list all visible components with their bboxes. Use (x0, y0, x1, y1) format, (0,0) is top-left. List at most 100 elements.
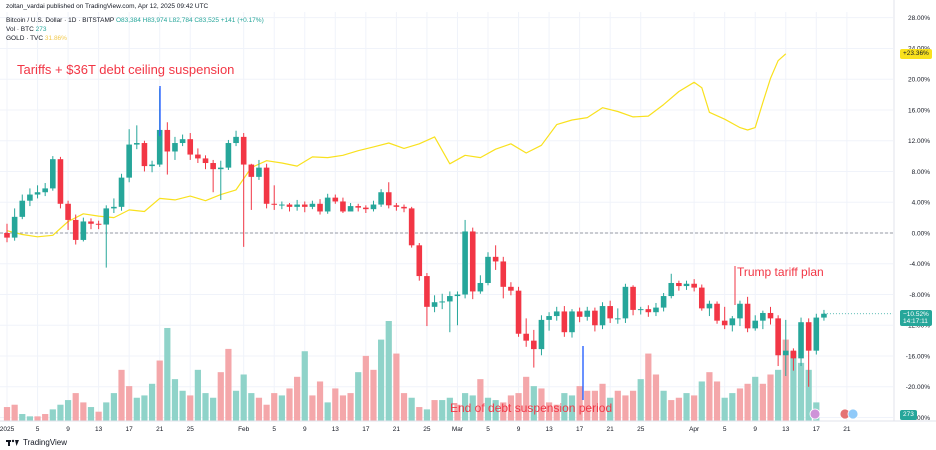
x-tick-label: 25 (423, 426, 431, 433)
candle-body (706, 303, 713, 309)
symbol-name: Bitcoin / U.S. Dollar · 1D · BITSTAMP (6, 17, 115, 24)
candle-body (553, 311, 560, 317)
candle-body (523, 333, 529, 341)
volume-bar (294, 376, 301, 421)
volume-value: 273 (35, 26, 47, 33)
candle (248, 163, 255, 210)
volume-bar (57, 404, 64, 421)
volume-bar (423, 409, 431, 421)
candle-body (782, 350, 789, 356)
candle-body (698, 287, 705, 309)
candle (584, 306, 591, 321)
y-tick-label: 12.00% (908, 138, 930, 145)
candle (286, 203, 293, 212)
candle-body (737, 303, 743, 319)
price-axis[interactable]: 28.00%24.00%20.00%16.00%12.00%8.00%4.00%… (893, 0, 930, 422)
volume-bar (118, 369, 125, 421)
volume-bars (3, 321, 820, 421)
volume-bar (187, 395, 194, 421)
candle-body (72, 219, 79, 240)
volume-bar (645, 353, 652, 421)
candle-body (645, 309, 652, 313)
ohlc-values: O83,384 H83,974 L82,784 C83,525 +141 (+0… (115, 17, 264, 24)
candle-body (88, 221, 94, 224)
candle-body (462, 231, 468, 295)
candle-body (271, 203, 278, 205)
volume-bar (347, 393, 354, 421)
annotation-tariffs[interactable]: Tariffs + $36T debt ceiling suspension (17, 62, 235, 77)
gold-legend[interactable]: GOLD · TVC 31.86% (6, 35, 67, 42)
candle (500, 256, 507, 299)
tradingview-brand[interactable]: TradingView (6, 438, 67, 447)
candle-body (775, 318, 781, 356)
x-tick-label: 5 (36, 426, 40, 433)
candle-body (469, 231, 476, 292)
candle (691, 279, 697, 292)
volume-bar (744, 383, 751, 421)
volume-bar (729, 393, 736, 421)
candle-body (821, 313, 827, 318)
candle-body (691, 283, 697, 288)
candle (737, 300, 743, 327)
volume-bar (72, 393, 79, 421)
volume-bar (332, 388, 339, 421)
volume-bar (545, 402, 553, 421)
candle (363, 205, 369, 214)
flag-icon (847, 408, 859, 420)
candle (324, 193, 331, 214)
candle (317, 199, 323, 215)
btc-last-value: −10.52% (903, 311, 929, 318)
volume-bar (378, 339, 385, 421)
candle-body (103, 208, 110, 225)
candle-body (172, 143, 178, 152)
candle-body (416, 245, 423, 277)
time-axis[interactable]: 2025 5 9 13 17 21 25 Feb 5 9 13 17 21 25 Mar 5 9 13 17 21 25… (0, 420, 936, 433)
candle-body (477, 282, 484, 292)
candle-body (27, 194, 33, 201)
gold-last-value-tag: +23.36% (900, 49, 932, 59)
candle-body (660, 296, 667, 308)
volume-bar (339, 395, 347, 421)
volume-bar (431, 400, 438, 421)
volume-bar (34, 416, 41, 421)
btc-last-value-tag: −10.52% 14:17:11 (900, 310, 932, 326)
volume-bar (660, 390, 667, 421)
volume-bar (141, 395, 148, 421)
candle (172, 136, 178, 160)
volume-bar (530, 386, 537, 421)
y-tick-label: -24.00% (906, 415, 930, 422)
candle-body (233, 136, 239, 144)
annotation-trump-tariff[interactable]: Trump tariff plan (737, 265, 824, 279)
candle (454, 291, 461, 326)
volume-legend[interactable]: Vol · BTC 273 (6, 26, 46, 33)
x-tick-label: 25 (187, 426, 195, 433)
candle (775, 315, 781, 367)
candle (88, 218, 94, 230)
candle-body (4, 233, 10, 238)
candle (714, 301, 720, 324)
candle (698, 284, 705, 311)
candle-body (584, 310, 591, 317)
candle-body (500, 261, 507, 287)
annotation-debt-suspension-end[interactable]: End of debt suspension period (450, 401, 613, 415)
candle (217, 160, 224, 200)
volume-label: Vol · BTC (6, 26, 34, 33)
candle (531, 329, 537, 368)
candle (309, 200, 316, 210)
candle (210, 159, 216, 193)
volume-bar (576, 386, 583, 421)
volume-bar (309, 395, 316, 421)
candle (660, 292, 667, 312)
volume-bar (484, 397, 492, 421)
candle (790, 348, 797, 371)
candle-body (508, 286, 514, 291)
y-tick-label: -16.00% (906, 353, 930, 360)
candle-body (309, 203, 316, 207)
symbol-legend[interactable]: Bitcoin / U.S. Dollar · 1D · BITSTAMP O8… (6, 17, 264, 24)
volume-bar (752, 376, 759, 421)
volume-bar (706, 372, 713, 421)
candle-body (187, 139, 194, 155)
volume-bar (775, 369, 782, 421)
candle (401, 204, 407, 213)
